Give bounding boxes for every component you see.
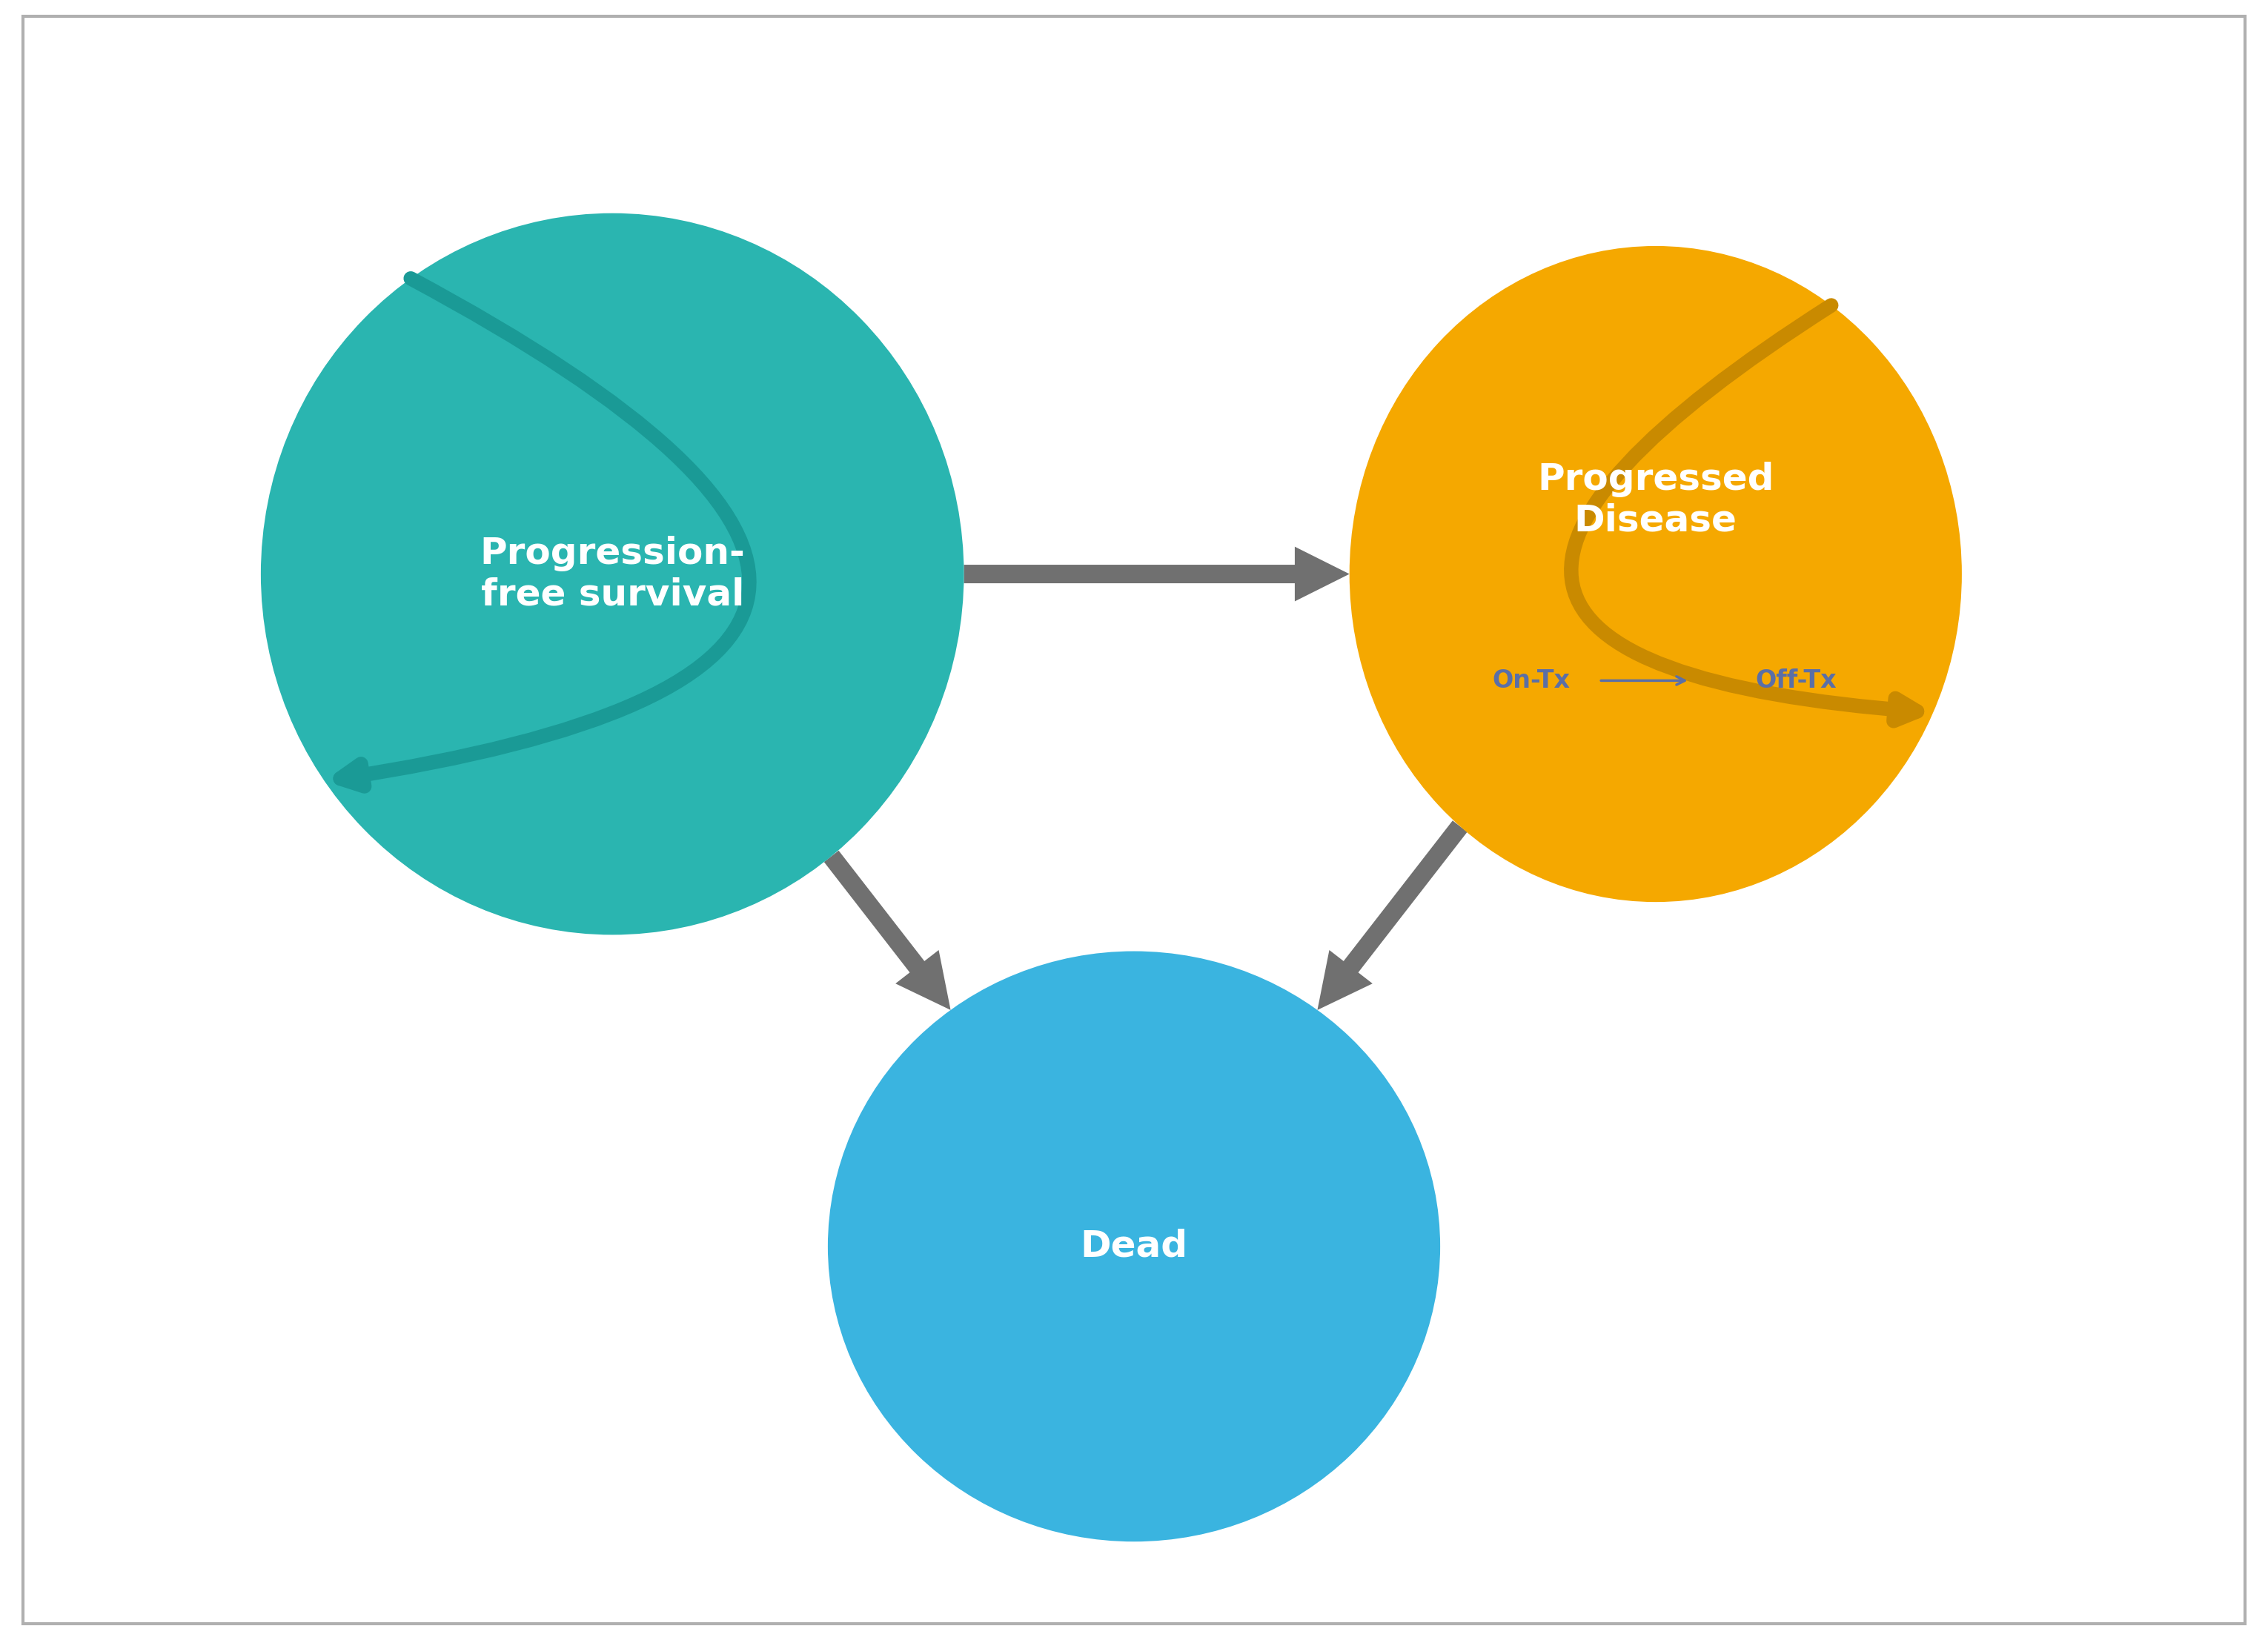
Ellipse shape [1349,246,1962,902]
Text: Dead: Dead [1080,1228,1188,1264]
Ellipse shape [261,213,964,935]
FancyArrowPatch shape [340,279,748,786]
FancyArrowPatch shape [1329,827,1461,994]
Ellipse shape [828,951,1440,1542]
FancyArrowPatch shape [832,856,939,994]
Text: Progression-
free survival: Progression- free survival [481,536,744,612]
Text: Progressed
Disease: Progressed Disease [1538,462,1774,538]
FancyArrowPatch shape [1572,305,1916,722]
Text: Off-Tx: Off-Tx [1755,669,1837,692]
Text: On-Tx: On-Tx [1492,669,1569,692]
FancyArrowPatch shape [964,561,1329,587]
